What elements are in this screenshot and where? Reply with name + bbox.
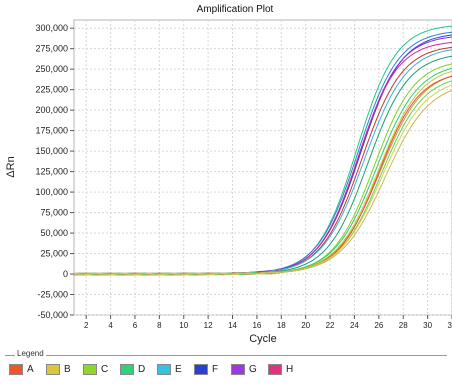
x-tick-label: 2 xyxy=(84,321,89,330)
y-tick-label: -25,000 xyxy=(37,290,68,300)
legend-swatch xyxy=(9,364,23,375)
series-group xyxy=(73,25,452,276)
legend-swatch xyxy=(120,364,134,375)
x-tick-label: 24 xyxy=(350,321,359,330)
legend-item: G xyxy=(231,364,268,375)
y-tick-label: 175,000 xyxy=(35,126,68,136)
x-tick-label: 22 xyxy=(326,321,335,330)
x-tick-label: 28 xyxy=(399,321,408,330)
x-axis-label: Cycle xyxy=(249,333,277,345)
y-tick-label: 25,000 xyxy=(40,249,68,259)
x-tick-label: 26 xyxy=(374,321,383,330)
legend-item: D xyxy=(120,364,157,375)
x-tick-label: 18 xyxy=(277,321,286,330)
chart-title: Amplification Plot xyxy=(197,4,274,15)
legend-item: A xyxy=(9,364,46,375)
x-tick-label: 12 xyxy=(204,321,213,330)
legend-item: H xyxy=(268,364,305,375)
grid-lines xyxy=(74,20,452,316)
y-axis-label: ΔRn xyxy=(5,156,17,177)
legend-item: C xyxy=(83,364,120,375)
legend-label: C xyxy=(101,364,109,375)
series-line xyxy=(73,89,452,276)
x-axis-ticks: 2468101214161820222426283032 xyxy=(84,315,452,330)
legend-label: E xyxy=(175,364,182,375)
y-axis-ticks: 300,000 275,000 250,000 225,000 200,000 175,0… xyxy=(35,23,74,320)
y-tick-label: 250,000 xyxy=(35,64,68,74)
y-tick-label: 300,000 xyxy=(35,23,68,33)
y-tick-label: -50,000 xyxy=(37,310,68,320)
legend-label: A xyxy=(27,364,34,375)
y-tick-label: 225,000 xyxy=(35,85,68,95)
x-tick-label: 4 xyxy=(108,321,113,330)
y-tick-label: 150,000 xyxy=(35,146,68,156)
legend-label: F xyxy=(212,364,219,375)
x-tick-label: 14 xyxy=(228,321,237,330)
y-tick-label: 100,000 xyxy=(35,187,68,197)
y-tick-label: 75,000 xyxy=(40,208,68,218)
legend-swatch xyxy=(268,364,282,375)
legend-item: B xyxy=(46,364,83,375)
legend-title: Legend xyxy=(15,349,46,358)
legend-label: H xyxy=(286,364,294,375)
legend-items: A B C D E F G H xyxy=(9,364,305,375)
y-tick-label: 0 xyxy=(63,269,68,279)
legend-label: G xyxy=(249,364,257,375)
x-tick-label: 8 xyxy=(157,321,162,330)
legend-swatch xyxy=(83,364,97,375)
x-tick-label: 6 xyxy=(133,321,138,330)
legend: Legend A B C D E F G H xyxy=(5,349,447,386)
y-tick-label: 50,000 xyxy=(40,228,68,238)
x-tick-label: 32 xyxy=(448,321,452,330)
legend-item: F xyxy=(194,364,231,375)
legend-swatch xyxy=(194,364,208,375)
x-tick-label: 30 xyxy=(423,321,432,330)
amplification-chart: Amplification Plot 300,000275,000250,000… xyxy=(5,4,452,345)
y-tick-label: 200,000 xyxy=(35,105,68,115)
series-line xyxy=(73,84,452,276)
x-tick-label: 10 xyxy=(179,321,188,330)
legend-label: B xyxy=(64,364,71,375)
legend-swatch xyxy=(157,364,171,375)
legend-item: E xyxy=(157,364,194,375)
x-tick-label: 20 xyxy=(301,321,310,330)
legend-label: D xyxy=(138,364,146,375)
legend-swatch xyxy=(231,364,245,375)
y-tick-label: 125,000 xyxy=(35,167,68,177)
legend-swatch xyxy=(46,364,60,375)
y-tick-label: 275,000 xyxy=(35,44,68,54)
x-tick-label: 16 xyxy=(252,321,261,330)
